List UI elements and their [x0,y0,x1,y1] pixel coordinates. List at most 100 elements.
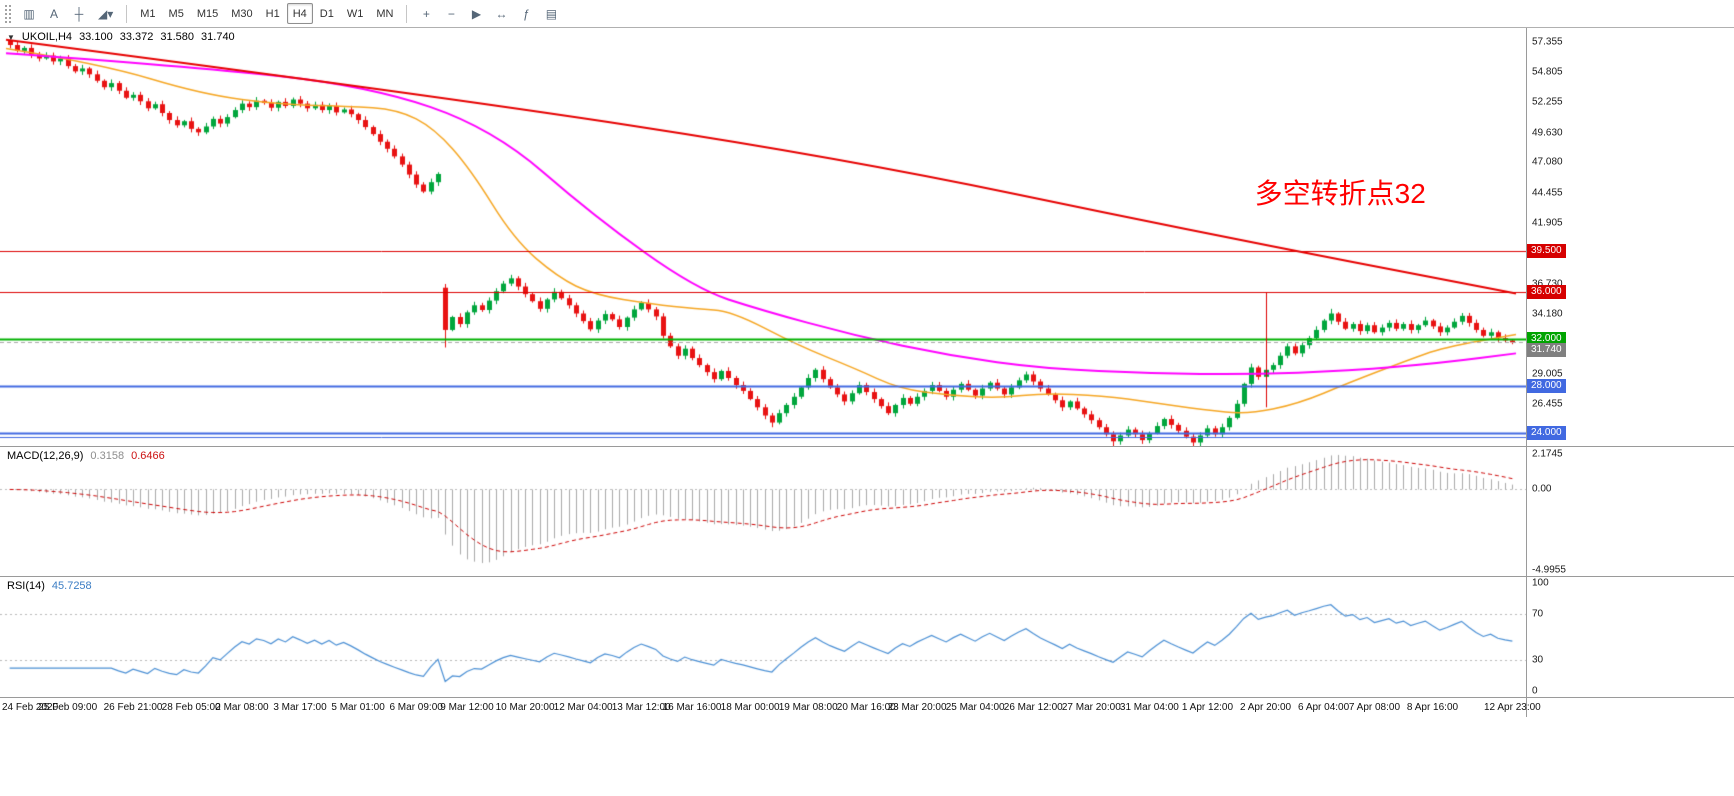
timeframe-buttons: M1 M5 M15 M30 H1 H4 D1 W1 MN [134,3,399,24]
price-chart-canvas[interactable] [0,28,1526,446]
toolbar-separator [406,4,408,23]
price-tick: 34.180 [1532,308,1563,320]
chart-shift-icon[interactable]: ↔ [495,6,508,21]
time-label: 9 Mar 12:00 [440,702,494,713]
timeframe-button-MN[interactable]: MN [376,7,394,20]
current-price-badge: 31.740 [1527,343,1566,358]
time-label: 8 Apr 16:00 [1406,702,1459,713]
price-tick: 52.255 [1532,96,1563,108]
price-tick: 54.805 [1532,66,1563,78]
macd-panel: MACD(12,26,9) 0.3158 0.6466 2.1745 0.00 -4… [0,447,1734,576]
macd-tick: 2.1745 [1532,448,1563,460]
zoom-out-icon[interactable]: − [447,6,455,21]
bar-open-value: 33.100 [79,31,113,43]
price-tick: 57.355 [1532,36,1563,48]
panel-splitter[interactable] [0,576,1734,577]
time-label: 16 Mar 16:00 [662,702,722,713]
price-badge-36.000: 36.000 [1527,285,1566,300]
rsi-tick: 100 [1532,577,1549,589]
rsi-axis[interactable]: 100 70 30 0 [1526,577,1734,697]
price-badge-32.000: 32.000 [1527,332,1566,347]
rsi-tick: 0 [1532,685,1538,697]
bar-high-value: 33.372 [119,31,154,43]
axis-corner [1526,698,1734,717]
timeframe-button-M30[interactable]: M30 [231,7,253,20]
time-label: 12 Mar 04:00 [553,702,613,713]
time-label: 28 Feb 05:00 [161,702,221,713]
time-label: 18 Mar 00:00 [720,702,780,713]
auto-scroll-icon[interactable]: ▶ [471,6,482,21]
price-tick: 36.730 [1532,278,1563,290]
time-label: 20 Mar 16:00 [836,702,896,713]
timeframe-button-H1[interactable]: H1 [265,7,280,20]
templates-icon[interactable]: ▤ [545,6,558,21]
macd-name: MACD(12,26,9) [7,450,84,462]
macd-main-value: 0.3158 [90,450,125,462]
timeframe-button-M1[interactable]: M1 [140,7,156,20]
rsi-label: RSI(14) 45.7258 [7,580,92,592]
chart-window-icon[interactable]: ▥ [23,6,35,21]
time-axis[interactable]: 24 Feb 2020 25 Feb 09:00 26 Feb 21:00 28 Fe… [0,697,1734,717]
price-tick: 41.905 [1532,217,1563,229]
time-label: 25 Mar 04:00 [945,702,1005,713]
time-label: 7 Apr 08:00 [1348,702,1401,713]
time-label: 6 Mar 09:00 [389,702,443,713]
timeframe-button-H4[interactable]: H4 [286,3,313,24]
macd-signal-value: 0.6466 [131,450,165,462]
price-tick: 47.080 [1532,156,1563,168]
annotation-text: 多空转折点32 [1254,177,1426,209]
timeframe-button-W1[interactable]: W1 [346,7,364,20]
price-tick: 26.455 [1532,398,1563,410]
chart-area: ▼ UKOIL,H4 33.100 33.372 31.580 31.740 多… [0,28,1734,718]
time-label: 24 Feb 2020 [2,702,59,713]
toolbar-left-icons: ▥ A ┼ ◢▾ [17,3,119,24]
toolbar: ▥ A ┼ ◢▾ M1 M5 M15 M30 H1 H4 D1 W1 MN + − ▶ ↔ ƒ ▤ [0,0,1734,28]
time-label: 12 Apr 23:00 [1484,702,1541,713]
toolbar-right-icons: + − ▶ ↔ ƒ ▤ [414,3,563,24]
price-badge-24.000: 24.000 [1527,426,1566,441]
panel-splitter[interactable] [0,446,1734,447]
text-annotation-icon[interactable]: A [49,6,58,21]
timeframe-button-D1[interactable]: D1 [319,7,334,20]
toolbar-drag-handle[interactable] [4,3,12,24]
price-tick: 44.455 [1532,187,1563,199]
time-label: 27 Mar 20:00 [1061,702,1121,713]
time-label: 13 Mar 12:00 [611,702,671,713]
rsi-panel: RSI(14) 45.7258 100 70 30 0 [0,577,1734,697]
chart-legend: ▼ UKOIL,H4 33.100 33.372 31.580 31.740 [7,31,235,43]
time-label: 19 Mar 08:00 [778,702,838,713]
rsi-canvas[interactable] [0,577,1526,697]
macd-axis[interactable]: 2.1745 0.00 -4.9955 [1526,447,1734,576]
zoom-in-icon[interactable]: + [422,6,430,21]
time-label: 5 Mar 01:00 [331,702,385,713]
rsi-value: 45.7258 [51,580,92,592]
timeframe-button-M5[interactable]: M5 [168,7,184,20]
macd-tick: -4.9955 [1532,564,1566,576]
time-label: 2 Mar 08:00 [215,702,269,713]
symbol-marker-icon: ▼ [7,32,15,42]
rsi-tick: 30 [1532,654,1544,666]
time-label: 26 Feb 21:00 [103,702,163,713]
price-badge-28.000: 28.000 [1527,379,1566,394]
time-label: 10 Mar 20:00 [495,702,555,713]
indicators-icon[interactable]: ƒ [523,6,530,21]
bar-close-value: 31.740 [201,31,235,43]
time-label: 6 Apr 04:00 [1298,702,1350,713]
time-label: 23 Mar 20:00 [887,702,947,713]
rsi-name: RSI(14) [7,580,45,592]
price-axis[interactable]: 57.355 54.805 52.255 49.630 47.080 44.455 41.9… [1526,28,1734,446]
draw-objects-dropdown-icon[interactable]: ◢▾ [98,6,114,21]
price-tick: 49.630 [1532,127,1563,139]
time-label: 2 Apr 20:00 [1239,702,1292,713]
timeframe-button-M15[interactable]: M15 [196,7,219,20]
crosshair-icon[interactable]: ┼ [74,6,84,21]
time-label: 31 Mar 04:00 [1119,702,1179,713]
bottom-filler [0,718,1734,796]
time-label: 25 Feb 09:00 [38,702,98,713]
price-tick: 29.005 [1532,368,1563,380]
macd-canvas[interactable] [0,447,1526,576]
time-label: 1 Apr 12:00 [1181,702,1234,713]
symbol-title: UKOIL,H4 [21,31,73,43]
rsi-tick: 70 [1532,608,1544,620]
